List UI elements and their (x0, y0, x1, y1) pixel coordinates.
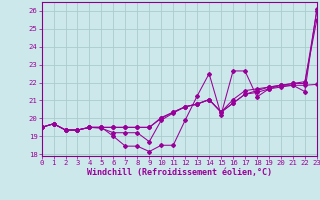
X-axis label: Windchill (Refroidissement éolien,°C): Windchill (Refroidissement éolien,°C) (87, 168, 272, 177)
